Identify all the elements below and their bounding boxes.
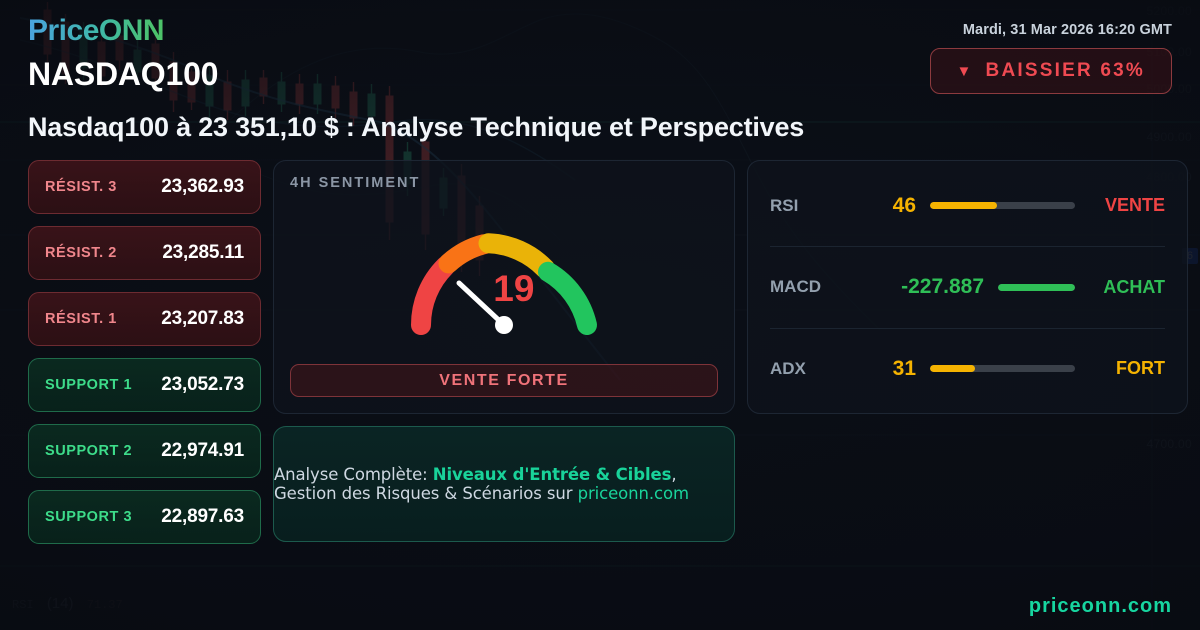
- indicator-name: RSI: [770, 195, 799, 215]
- gauge-value: 19: [493, 268, 535, 310]
- indicator-value: 31: [892, 356, 916, 380]
- level-label: SUPPORT 3: [45, 509, 133, 525]
- level-label: RÉSIST. 1: [45, 311, 117, 327]
- status-badge-label: BAISSIER 63%: [985, 60, 1145, 81]
- indicator-progress-fill: [998, 283, 1075, 291]
- level-value: 22,974.91: [161, 440, 244, 461]
- sentiment-card-title: 4H SENTIMENT: [290, 175, 421, 191]
- triangle-down-icon: ▼: [956, 62, 974, 80]
- sentiment-gauge: 19: [404, 225, 604, 337]
- content-grid: RÉSIST. 3 23,362.93 RÉSIST. 2 23,285.11 …: [28, 160, 1188, 544]
- indicator-signal: FORT: [1116, 358, 1165, 379]
- level-value: 23,052.73: [161, 374, 244, 395]
- level-value: 23,207.83: [161, 308, 244, 329]
- level-value: 23,362.93: [161, 176, 244, 197]
- watermark: priceonn.com: [1028, 595, 1172, 617]
- status-badge: ▼ BAISSIER 63%: [929, 48, 1172, 94]
- indicator-signal: VENTE: [1104, 195, 1165, 216]
- levels-column: RÉSIST. 3 23,362.93 RÉSIST. 2 23,285.11 …: [28, 160, 261, 544]
- cta-domain[interactable]: priceonn.com: [577, 484, 689, 503]
- sentiment-column: 4H SENTIMENT: [273, 160, 735, 544]
- level-row-resistance-3: RÉSIST. 3 23,362.93: [28, 160, 261, 214]
- indicator-name: ADX: [770, 358, 806, 378]
- cta-panel[interactable]: Analyse Complète: Niveaux d'Entrée & Cib…: [273, 426, 735, 542]
- level-row-support-1: SUPPORT 1 23,052.73: [28, 358, 261, 412]
- indicator-row-macd: MACD -227.887 ACHAT: [770, 246, 1165, 327]
- indicator-progress-fill: [930, 202, 997, 210]
- level-row-support-3: SUPPORT 3 22,897.63: [28, 490, 261, 544]
- sentiment-card: 4H SENTIMENT: [273, 160, 735, 414]
- indicator-row-rsi: RSI 46 VENTE: [770, 165, 1165, 246]
- indicator-progress-bar: [930, 202, 1075, 210]
- header-right: Mardi, 31 Mar 2026 16:20 GMT ▼ BAISSIER …: [929, 16, 1172, 94]
- indicator-value: -227.887: [901, 275, 984, 299]
- indicator-progress-bar: [930, 365, 1075, 373]
- indicator-signal: ACHAT: [1103, 276, 1165, 297]
- verdict-badge: VENTE FORTE: [290, 364, 718, 397]
- logo: PriceONN: [28, 16, 218, 46]
- level-row-resistance-1: RÉSIST. 1 23,207.83: [28, 292, 261, 346]
- level-value: 23,285.11: [162, 242, 244, 263]
- header-bar: PriceONN NASDAQ100 Mardi, 31 Mar 2026 16…: [28, 16, 1172, 94]
- cta-prefix: Analyse Complète:: [274, 465, 433, 484]
- level-value: 22,897.63: [161, 506, 244, 527]
- indicator-progress-bar: [998, 283, 1075, 291]
- gauge-container: 19: [290, 191, 718, 364]
- brand-block: PriceONN NASDAQ100: [28, 16, 218, 93]
- cta-link[interactable]: Niveaux d'Entrée & Cibles: [432, 465, 672, 484]
- indicator-name: MACD: [770, 277, 821, 297]
- level-label: SUPPORT 2: [45, 443, 133, 459]
- level-label: RÉSIST. 3: [45, 179, 117, 195]
- cta-text: Analyse Complète: Niveaux d'Entrée & Cib…: [274, 465, 734, 503]
- level-row-resistance-2: RÉSIST. 2 23,285.11: [28, 226, 261, 280]
- symbol-title: NASDAQ100: [28, 56, 219, 92]
- level-label: SUPPORT 1: [45, 377, 133, 393]
- level-label: RÉSIST. 2: [45, 245, 117, 261]
- datetime-label: Mardi, 31 Mar 2026 16:20 GMT: [962, 22, 1172, 38]
- level-row-support-2: SUPPORT 2 22,974.91: [28, 424, 261, 478]
- page-title: Nasdaq100 à 23 351,10 $ : Analyse Techni…: [28, 112, 805, 142]
- indicator-row-adx: ADX 31 FORT: [770, 327, 1165, 409]
- indicator-value: 46: [892, 193, 916, 217]
- indicators-card: RSI 46 VENTE MACD -227.887 ACHAT ADX 31: [747, 160, 1188, 414]
- indicator-progress-fill: [930, 365, 975, 373]
